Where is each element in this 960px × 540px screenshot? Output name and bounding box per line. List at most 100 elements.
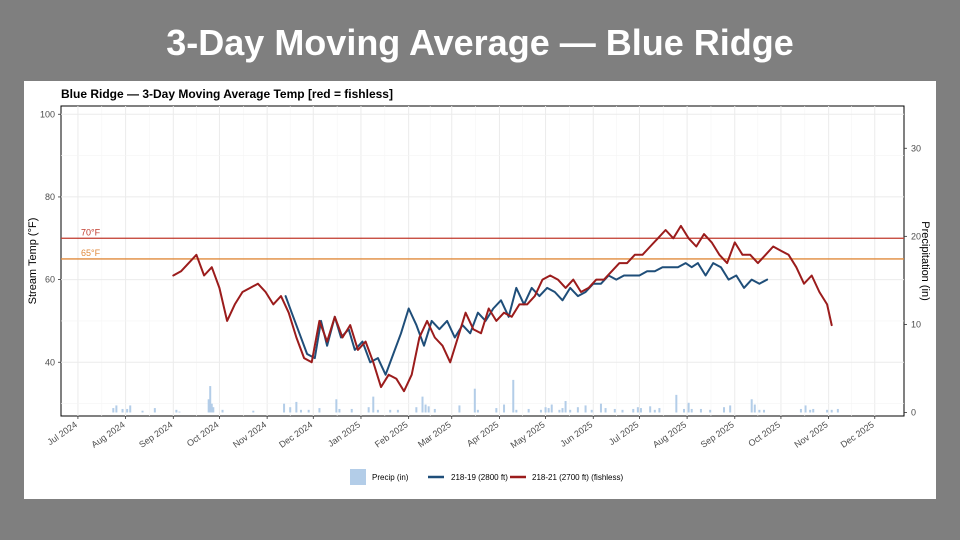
precip-bar: [221, 409, 224, 413]
precip-bar: [632, 408, 635, 413]
precip-bar: [584, 405, 587, 413]
precip-bar: [335, 399, 338, 413]
precip-bar: [307, 409, 310, 413]
precip-bar: [433, 408, 436, 413]
precip-bar: [649, 406, 652, 413]
x-tick-label: Jul 2025: [607, 419, 641, 447]
precip-bar: [675, 394, 678, 413]
legend: Precip (in) 218-19 (2800 ft) 218-21 (270…: [350, 469, 623, 485]
precip-bar: [558, 409, 561, 413]
precip-bar: [427, 406, 430, 413]
precip-bar: [613, 408, 616, 413]
precip-bar: [544, 407, 547, 413]
precip-bar: [539, 409, 542, 413]
x-tick-label: Oct 2024: [185, 419, 221, 448]
precip-bar: [639, 408, 642, 413]
precip-bar: [372, 396, 375, 413]
precip-bar: [209, 386, 212, 413]
precip-bar: [683, 408, 686, 413]
precip-bar: [338, 408, 341, 413]
precip-bar: [389, 409, 392, 413]
precip-bar: [476, 409, 479, 413]
precip-bar: [569, 409, 572, 413]
precip-bar: [289, 407, 292, 413]
precip-bar: [367, 407, 370, 413]
series-line: [172, 224, 833, 393]
y-axis-label: Stream Temp (°F): [27, 218, 39, 305]
legend-label-218-21: 218-21 (2700 ft) (fishless): [532, 473, 623, 482]
precip-bar: [804, 405, 807, 413]
precip-bar: [415, 407, 418, 413]
precip-bar: [658, 408, 661, 413]
precip-bar: [350, 408, 353, 413]
y2-tick-label: 30: [911, 143, 921, 153]
precip-bar: [753, 404, 756, 413]
precip-bar: [396, 409, 399, 413]
precip-bar: [473, 388, 476, 413]
precip-bar: [129, 405, 132, 413]
legend-label-precip: Precip (in): [372, 473, 409, 482]
precip-bar: [687, 402, 690, 413]
precip-bar: [512, 379, 515, 413]
precip-bar: [604, 408, 607, 413]
y2-axis-label: Precipitation (in): [919, 221, 931, 300]
x-tick-label: Jun 2025: [558, 419, 594, 448]
precip-bar: [115, 405, 118, 413]
precip-bar: [503, 404, 506, 413]
precip-bar: [830, 409, 833, 413]
x-tick-label: Feb 2025: [373, 419, 410, 449]
x-tick-label: Mar 2025: [416, 419, 453, 449]
x-tick-label: Dec 2025: [839, 419, 876, 449]
precip-bar: [527, 408, 530, 413]
y2-tick-label: 0: [911, 407, 916, 417]
precip-bar: [112, 408, 115, 413]
x-tick-label: Aug 2024: [89, 419, 126, 449]
y-tick-label: 40: [45, 357, 55, 367]
precip-bar: [599, 403, 602, 413]
precip-bar: [141, 410, 144, 413]
precip-bar: [299, 409, 302, 413]
precip-bar: [729, 405, 732, 413]
x-tick-label: Sep 2025: [699, 419, 736, 449]
precip-bar: [550, 404, 553, 413]
precip-bar: [207, 399, 210, 413]
precip-bar: [212, 407, 215, 413]
precip-bar: [699, 408, 702, 413]
precip-bar: [590, 409, 593, 413]
precip-bar: [421, 396, 424, 413]
x-tick-label: Dec 2024: [277, 419, 314, 449]
precip-bar: [495, 408, 498, 413]
x-tick-label: Nov 2025: [792, 419, 829, 449]
precip-bar: [653, 409, 656, 413]
reference-line-label: 65°F: [81, 248, 101, 258]
x-tick-label: Nov 2024: [231, 419, 268, 449]
precip-bar: [812, 408, 815, 413]
legend-label-218-19: 218-19 (2800 ft): [451, 473, 508, 482]
precip-bar: [836, 408, 839, 413]
x-tick-label: Apr 2025: [465, 419, 501, 448]
precip-bar: [799, 408, 802, 413]
precip-bar: [621, 409, 624, 413]
x-tick-label: Jan 2025: [326, 419, 362, 448]
precip-bar: [153, 408, 156, 413]
precip-bar: [826, 409, 829, 413]
plot-area: [60, 105, 905, 417]
precip-bar: [295, 401, 298, 413]
precip-bar: [458, 405, 461, 413]
chart-title: Blue Ridge — 3-Day Moving Average Temp […: [61, 87, 393, 101]
precip-bar: [564, 401, 567, 413]
precip-bar: [763, 409, 766, 413]
precip-bar: [515, 409, 518, 413]
x-tick-label: Sep 2024: [137, 419, 174, 449]
precip-bar: [318, 408, 321, 413]
precip-bar: [178, 411, 181, 413]
chart-panel: Blue Ridge — 3-Day Moving Average Temp […: [24, 81, 936, 499]
x-tick-label: Oct 2025: [746, 419, 782, 448]
precip-bar: [636, 407, 639, 413]
precip-bars: [112, 379, 839, 413]
precip-bar: [690, 408, 693, 413]
reference-line-label: 70°F: [81, 227, 101, 237]
precip-bar: [561, 408, 564, 413]
y-tick-label: 100: [40, 109, 55, 119]
precip-bar: [709, 409, 712, 413]
